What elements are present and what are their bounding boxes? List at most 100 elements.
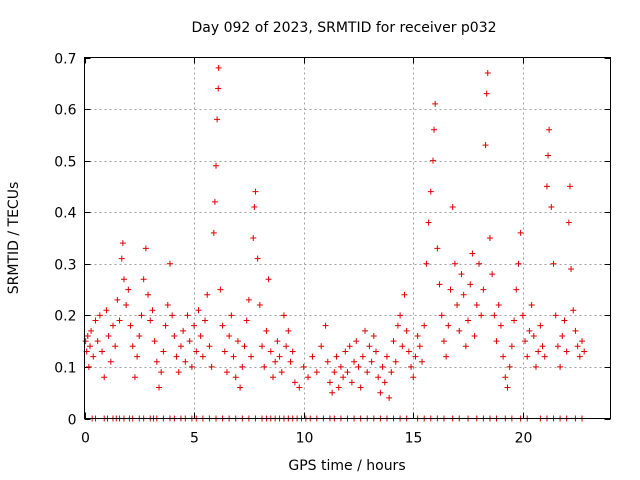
data-point [134, 353, 141, 360]
data-point [403, 327, 410, 334]
data-point [431, 126, 438, 133]
data-point [480, 286, 487, 293]
data-point [136, 332, 143, 339]
data-point [245, 296, 252, 303]
data-point [423, 260, 430, 267]
data-point [331, 369, 338, 376]
data-point [337, 363, 344, 370]
data-point [421, 322, 428, 329]
data-point [469, 250, 476, 257]
data-point [554, 343, 561, 350]
data-point [548, 204, 555, 211]
data-point [526, 327, 533, 334]
data-point [552, 312, 559, 319]
data-point [145, 291, 152, 298]
data-point [180, 327, 187, 334]
data-point [445, 322, 452, 329]
data-point [261, 363, 268, 370]
x-tick-labels: 0 5 10 15 20 [81, 431, 532, 447]
data-point [324, 358, 331, 365]
data-point [114, 296, 121, 303]
data-point [241, 343, 248, 350]
data-point [561, 317, 568, 324]
data-point [340, 374, 347, 381]
data-point [513, 286, 520, 293]
grid-lines [84, 57, 611, 419]
data-point [254, 255, 261, 262]
data-point [532, 363, 539, 370]
data-point [313, 369, 320, 376]
data-point [519, 312, 526, 319]
data-point [107, 358, 114, 365]
data-point [405, 348, 412, 355]
data-point [272, 358, 279, 365]
data-points [82, 64, 588, 422]
data-point [383, 353, 390, 360]
data-point [458, 271, 465, 278]
x-tick-label: 5 [190, 431, 199, 447]
data-point [565, 219, 572, 226]
data-point [342, 348, 349, 355]
data-point [447, 286, 454, 293]
axis-ticks [84, 57, 611, 420]
data-point [359, 353, 366, 360]
data-point [153, 358, 160, 365]
data-point [309, 353, 316, 360]
data-point [471, 332, 478, 339]
data-point [537, 322, 544, 329]
data-point [456, 327, 463, 334]
data-point [142, 245, 149, 252]
data-point [517, 229, 524, 236]
data-point [508, 343, 515, 350]
data-point [259, 343, 266, 350]
data-point [581, 348, 588, 355]
data-point [570, 307, 577, 314]
data-point [476, 260, 482, 267]
data-point [348, 379, 355, 386]
data-point [305, 374, 312, 381]
data-point [425, 219, 432, 226]
data-point [543, 183, 550, 190]
data-point [228, 312, 235, 319]
data-point [414, 332, 421, 339]
data-point [344, 369, 351, 376]
data-point [346, 343, 353, 350]
data-point [280, 312, 287, 319]
data-point [370, 332, 377, 339]
data-point [410, 374, 417, 381]
data-point [546, 126, 553, 133]
data-point [86, 343, 93, 350]
data-point [147, 317, 154, 324]
data-point [563, 348, 570, 355]
data-point [484, 69, 491, 76]
data-point [208, 363, 215, 370]
data-point [197, 332, 204, 339]
data-point [215, 85, 222, 92]
data-point [568, 265, 575, 272]
data-point [252, 188, 259, 195]
data-point [131, 374, 138, 381]
data-point [486, 235, 493, 241]
data-point [434, 245, 441, 252]
data-point [85, 363, 92, 370]
data-point [511, 317, 518, 324]
data-point [462, 343, 469, 350]
data-point [322, 322, 329, 329]
data-point [92, 317, 99, 324]
y-tick-labels: 0 0.1 0.2 0.3 0.4 0.5 0.6 0.7 [54, 52, 76, 429]
data-point [362, 327, 369, 334]
data-point [169, 312, 176, 319]
data-point [364, 369, 371, 376]
data-point [500, 353, 507, 360]
data-point [397, 312, 404, 319]
data-point [215, 64, 222, 71]
data-point [214, 116, 221, 123]
x-tick-label: 20 [515, 431, 533, 447]
data-point [129, 343, 136, 350]
data-point [248, 353, 255, 360]
data-point [265, 276, 272, 283]
data-point [140, 276, 147, 283]
data-point [375, 374, 382, 381]
data-point [123, 302, 130, 309]
